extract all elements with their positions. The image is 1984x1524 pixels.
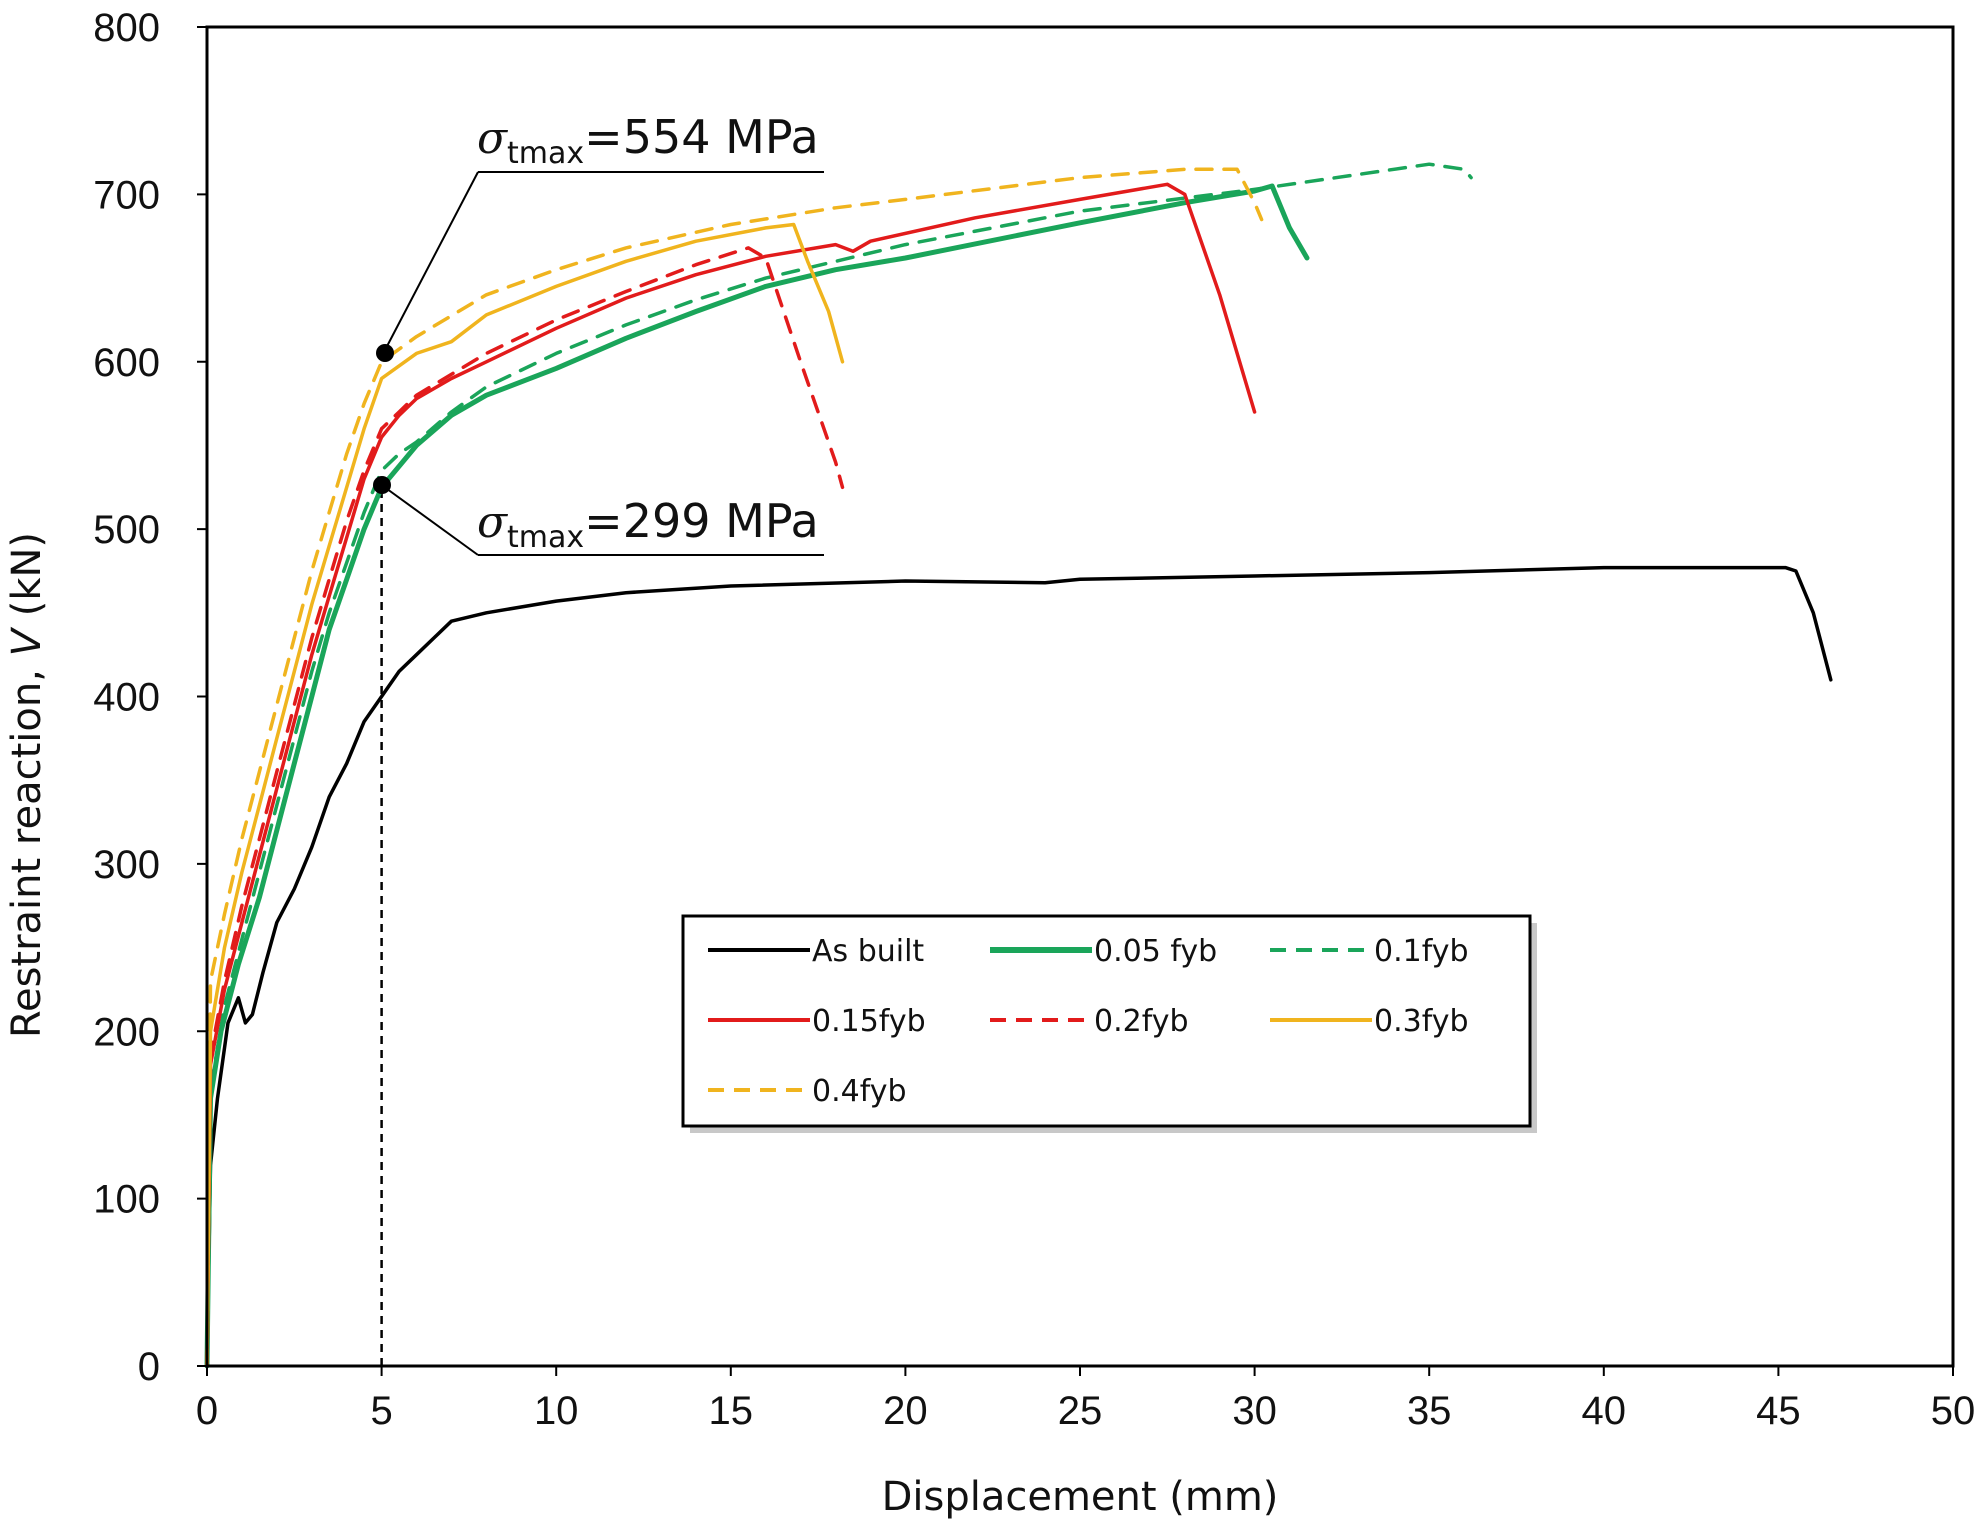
series-line-3 xyxy=(205,182,1257,1368)
y-tick-label-3: 300 xyxy=(93,843,160,887)
series-line-6 xyxy=(205,167,1264,1368)
series-line-4 xyxy=(205,246,845,1368)
x-tick-label-7: 35 xyxy=(1407,1389,1452,1433)
y-tick-label-5: 500 xyxy=(93,508,160,552)
annotation-1-label: σtmax=554 MPa xyxy=(477,110,819,171)
x-axis-title: Displacement (mm) xyxy=(882,1474,1279,1520)
y-tick-label-1: 100 xyxy=(93,1178,160,1222)
legend-label-6: 0.4fyb xyxy=(812,1074,907,1109)
x-tick-label-5: 25 xyxy=(1058,1389,1103,1433)
annotation-2-leader xyxy=(382,485,479,556)
x-tick-label-10: 50 xyxy=(1931,1389,1976,1433)
legend-box xyxy=(681,914,1532,1128)
legend-label-0: As built xyxy=(812,934,924,969)
annotation-layer: σtmax=554 MPa σtmax=299 MPa xyxy=(373,110,824,556)
series-layer xyxy=(204,162,1833,1369)
tick-layer: 0 5 10 15 20 25 30 35 40 45 5001002003004005006007… xyxy=(93,6,1975,1433)
plot-frame xyxy=(205,25,1955,1368)
legend-label-5: 0.3fyb xyxy=(1374,1004,1469,1039)
legend-label-3: 0.15fyb xyxy=(812,1004,926,1039)
legend-label-2: 0.1fyb xyxy=(1374,934,1469,969)
legend: As built 0.05 fyb 0.1fyb 0.15fyb 0.2fyb 0.3fy… xyxy=(681,914,1537,1133)
legend-entries: As built 0.05 fyb 0.1fyb 0.15fyb 0.2fyb 0.3fy… xyxy=(708,934,1469,1109)
x-tick-label-2: 10 xyxy=(534,1389,579,1433)
x-tick-label-1: 5 xyxy=(370,1389,392,1433)
y-tick-label-8: 800 xyxy=(93,6,160,50)
legend-label-1: 0.05 fyb xyxy=(1094,934,1217,969)
annotation-1-marker xyxy=(376,344,394,362)
annotation-2-label: σtmax=299 MPa xyxy=(477,494,819,555)
y-tick-label-2: 200 xyxy=(93,1010,160,1054)
x-tick-label-3: 15 xyxy=(709,1389,754,1433)
y-tick-label-4: 400 xyxy=(93,676,160,720)
annotation-1-leader xyxy=(383,171,479,353)
y-tick-label-0: 0 xyxy=(138,1345,160,1389)
x-tick-label-0: 0 xyxy=(196,1389,218,1433)
y-axis-title: Restraint reaction, V (kN) xyxy=(4,532,50,1038)
y-tick-label-7: 700 xyxy=(93,173,160,217)
annotation-2-marker xyxy=(373,476,391,494)
series-line-5 xyxy=(205,222,845,1368)
x-tick-label-4: 20 xyxy=(883,1389,928,1433)
series-line-1 xyxy=(204,183,1310,1369)
legend-label-4: 0.2fyb xyxy=(1094,1004,1189,1039)
series-line-0 xyxy=(205,565,1833,1368)
x-tick-label-8: 40 xyxy=(1582,1389,1627,1433)
x-tick-label-6: 30 xyxy=(1232,1389,1277,1433)
x-tick-label-9: 45 xyxy=(1756,1389,1801,1433)
y-tick-label-6: 600 xyxy=(93,341,160,385)
